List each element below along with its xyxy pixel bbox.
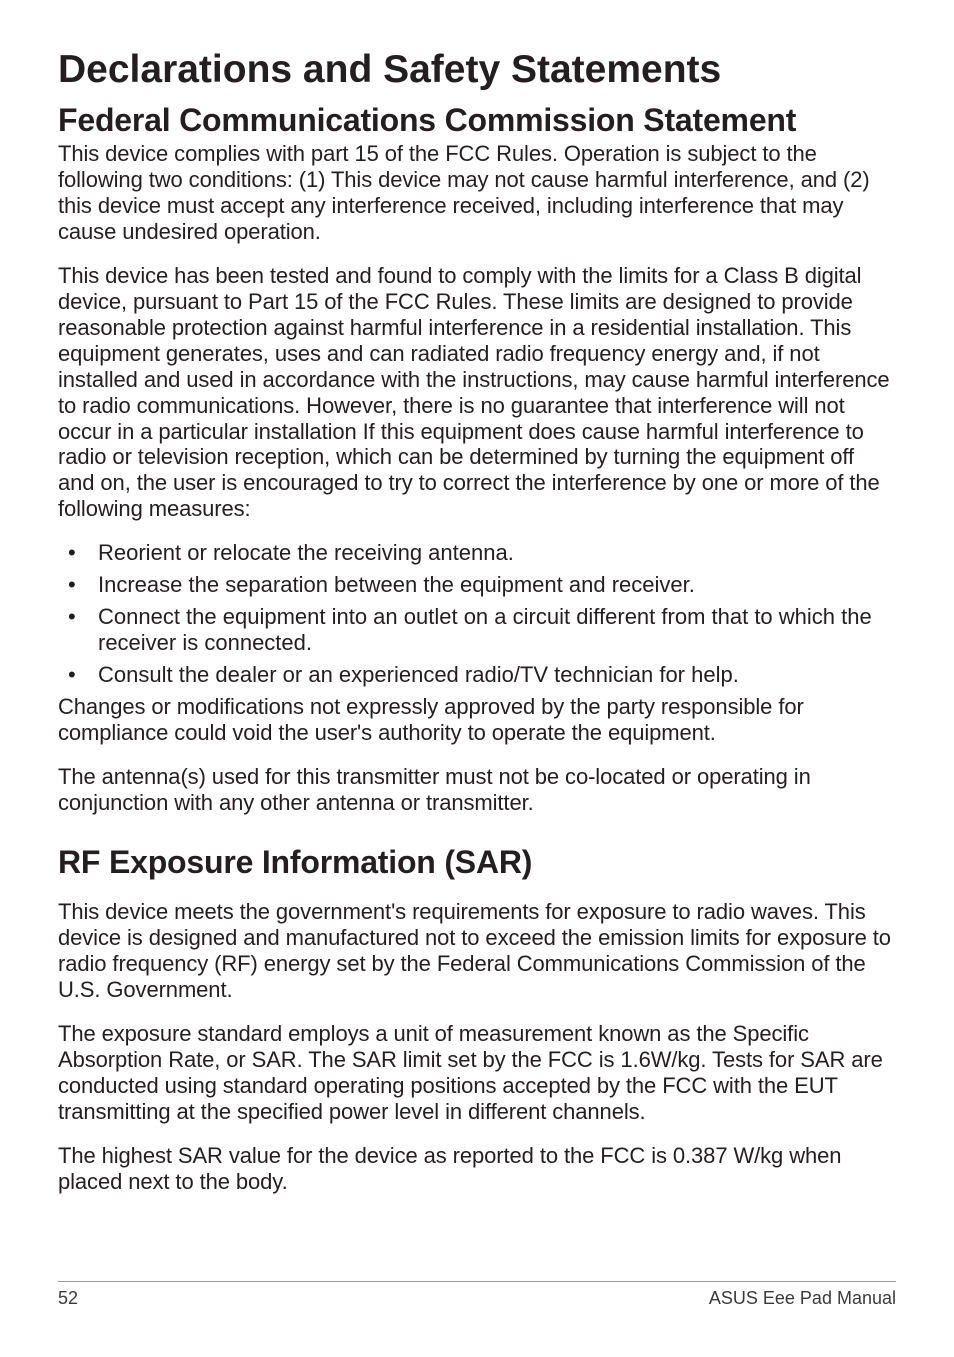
list-item: Increase the separation between the equi… xyxy=(58,572,896,598)
fcc-para-1: This device complies with part 15 of the… xyxy=(58,141,896,245)
list-item: Consult the dealer or an experienced rad… xyxy=(58,662,896,688)
list-item: Reorient or relocate the receiving anten… xyxy=(58,540,896,566)
sar-para-2: The exposure standard employs a unit of … xyxy=(58,1021,896,1125)
section-heading-sar: RF Exposure Information (SAR) xyxy=(58,844,896,881)
sar-para-3: The highest SAR value for the device as … xyxy=(58,1143,896,1195)
doc-title-footer: ASUS Eee Pad Manual xyxy=(709,1288,896,1309)
sar-para-1: This device meets the government's requi… xyxy=(58,899,896,1003)
page-title: Declarations and Safety Statements xyxy=(58,48,896,92)
fcc-para-2: This device has been tested and found to… xyxy=(58,263,896,523)
page-content: Declarations and Safety Statements Feder… xyxy=(0,0,954,1194)
section-heading-fcc: Federal Communications Commission Statem… xyxy=(58,102,896,139)
fcc-bullet-list: Reorient or relocate the receiving anten… xyxy=(58,540,896,688)
page-footer: 52 ASUS Eee Pad Manual xyxy=(58,1281,896,1309)
fcc-para-3: Changes or modifications not expressly a… xyxy=(58,694,896,746)
page-number: 52 xyxy=(58,1288,78,1309)
fcc-para-4: The antenna(s) used for this transmitter… xyxy=(58,764,896,816)
list-item: Connect the equipment into an outlet on … xyxy=(58,604,896,656)
